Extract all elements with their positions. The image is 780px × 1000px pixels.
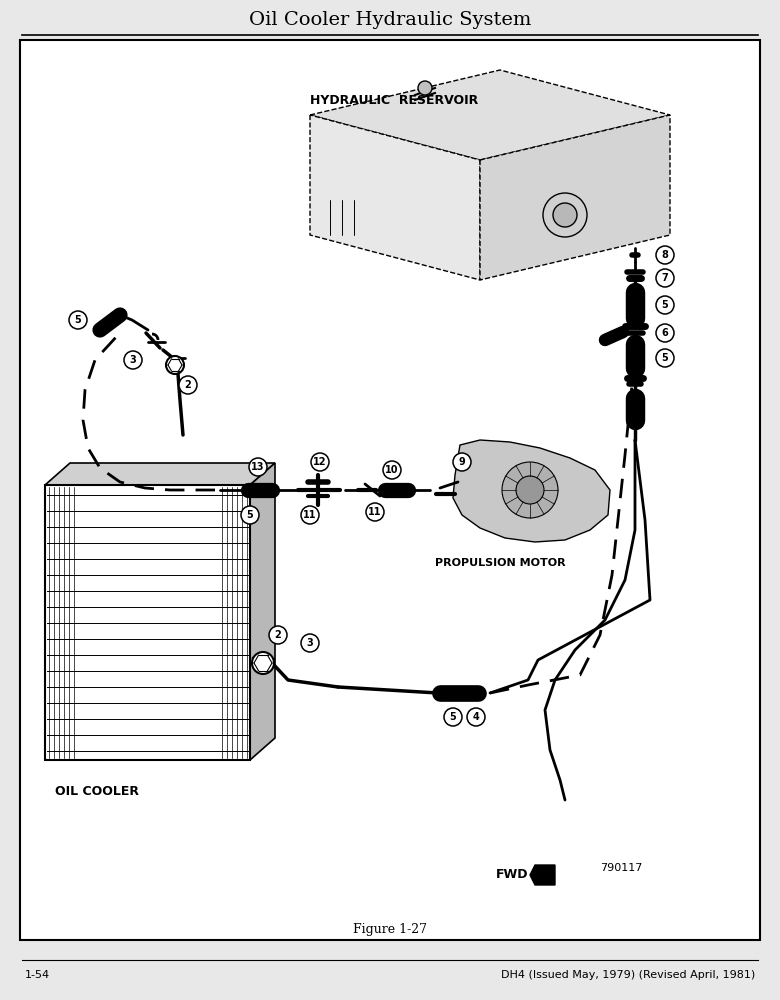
Circle shape xyxy=(543,193,587,237)
Circle shape xyxy=(656,349,674,367)
Polygon shape xyxy=(45,463,275,485)
Text: FWD: FWD xyxy=(495,868,528,882)
Circle shape xyxy=(444,708,462,726)
Text: 5: 5 xyxy=(449,712,456,722)
Text: 11: 11 xyxy=(368,507,381,517)
Text: 5: 5 xyxy=(661,300,668,310)
Circle shape xyxy=(241,506,259,524)
Text: 3: 3 xyxy=(129,355,136,365)
Circle shape xyxy=(656,296,674,314)
Text: 7: 7 xyxy=(661,273,668,283)
Circle shape xyxy=(656,246,674,264)
Text: Figure 1-27: Figure 1-27 xyxy=(353,924,427,936)
Text: DH4 (Issued May, 1979) (Revised April, 1981): DH4 (Issued May, 1979) (Revised April, 1… xyxy=(501,970,755,980)
Circle shape xyxy=(301,506,319,524)
Circle shape xyxy=(179,376,197,394)
Circle shape xyxy=(656,324,674,342)
Text: 1-54: 1-54 xyxy=(25,970,50,980)
Circle shape xyxy=(516,476,544,504)
Text: 11: 11 xyxy=(303,510,317,520)
Circle shape xyxy=(249,458,267,476)
Text: PROPULSION MOTOR: PROPULSION MOTOR xyxy=(434,558,566,568)
Polygon shape xyxy=(310,70,670,160)
Circle shape xyxy=(301,634,319,652)
Polygon shape xyxy=(530,865,555,885)
Circle shape xyxy=(366,503,384,521)
Text: OIL COOLER: OIL COOLER xyxy=(55,785,139,798)
Circle shape xyxy=(656,269,674,287)
Circle shape xyxy=(124,351,142,369)
Circle shape xyxy=(467,708,485,726)
Text: 13: 13 xyxy=(251,462,264,472)
Text: 9: 9 xyxy=(459,457,466,467)
Text: 4: 4 xyxy=(473,712,480,722)
Circle shape xyxy=(252,652,274,674)
Polygon shape xyxy=(310,115,480,280)
Text: 5: 5 xyxy=(75,315,81,325)
Circle shape xyxy=(166,356,184,374)
Text: 5: 5 xyxy=(661,353,668,363)
Polygon shape xyxy=(480,115,670,280)
Circle shape xyxy=(311,453,329,471)
Circle shape xyxy=(383,461,401,479)
Circle shape xyxy=(69,311,87,329)
FancyBboxPatch shape xyxy=(20,40,760,940)
Text: 790117: 790117 xyxy=(600,863,643,873)
Text: 10: 10 xyxy=(385,465,399,475)
Text: 5: 5 xyxy=(246,510,254,520)
Text: 6: 6 xyxy=(661,328,668,338)
Circle shape xyxy=(418,81,432,95)
Text: Oil Cooler Hydraulic System: Oil Cooler Hydraulic System xyxy=(249,11,531,29)
Circle shape xyxy=(553,203,577,227)
Text: 3: 3 xyxy=(307,638,314,648)
Text: 12: 12 xyxy=(314,457,327,467)
Text: 2: 2 xyxy=(275,630,282,640)
FancyBboxPatch shape xyxy=(45,485,250,760)
Polygon shape xyxy=(250,463,275,760)
Circle shape xyxy=(269,626,287,644)
Text: 2: 2 xyxy=(185,380,191,390)
Text: 8: 8 xyxy=(661,250,668,260)
Circle shape xyxy=(453,453,471,471)
Polygon shape xyxy=(453,440,610,542)
Circle shape xyxy=(502,462,558,518)
Text: HYDRAULIC  RESERVOIR: HYDRAULIC RESERVOIR xyxy=(310,94,478,106)
